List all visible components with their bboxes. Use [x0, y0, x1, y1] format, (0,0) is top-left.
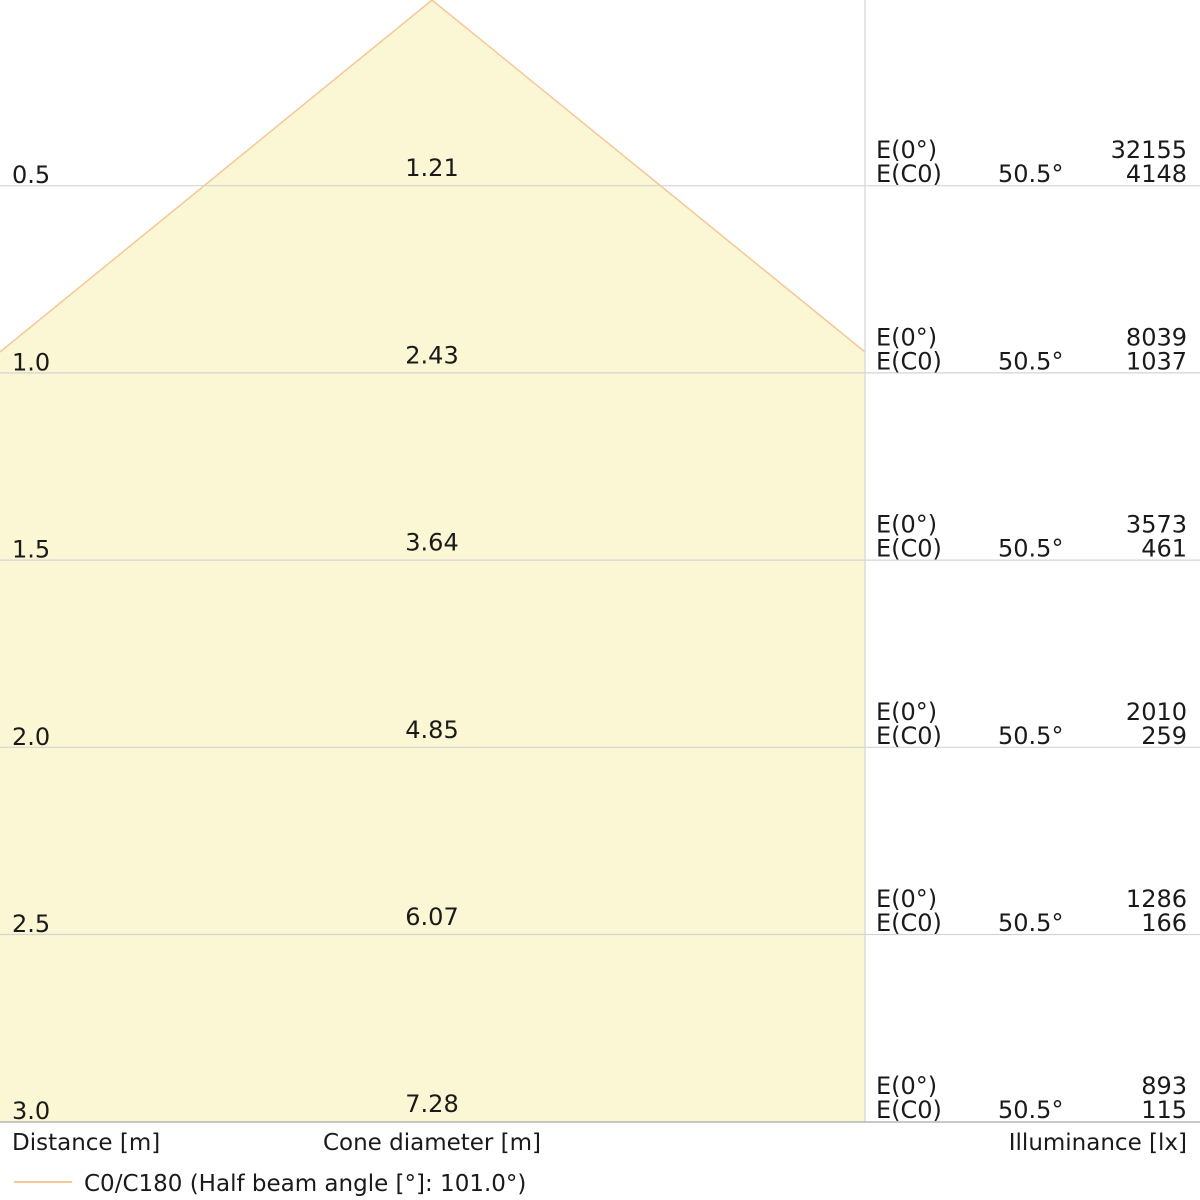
distance-label: 2.5 — [12, 910, 50, 938]
ec0-label: E(C0) — [876, 909, 942, 937]
half-angle-label: 50.5° — [998, 1096, 1063, 1124]
legend-label: C0/C180 (Half beam angle [°]: 101.0°) — [84, 1171, 526, 1197]
ec0-value: 115 — [1141, 1096, 1187, 1124]
cone-diameter-label: 6.07 — [405, 903, 458, 931]
e0-label: E(0°) — [876, 511, 937, 539]
cone-diameter-axis-label: Cone diameter [m] — [323, 1130, 541, 1156]
ec0-label: E(C0) — [876, 347, 942, 375]
ec0-label: E(C0) — [876, 160, 942, 188]
ec0-label: E(C0) — [876, 722, 942, 750]
cone-diameter-label: 7.28 — [405, 1090, 458, 1118]
illuminance-axis-label: Illuminance [lx] — [1009, 1130, 1187, 1156]
cone-diameter-label: 1.21 — [405, 154, 458, 182]
e0-label: E(0°) — [876, 885, 937, 913]
e0-value: 32155 — [1111, 136, 1187, 164]
cone-edge-line — [0, 0, 866, 353]
ec0-value: 4148 — [1126, 160, 1187, 188]
ec0-value: 166 — [1141, 909, 1187, 937]
half-angle-label: 50.5° — [998, 722, 1063, 750]
cone-layer — [0, 0, 866, 1122]
e0-label: E(0°) — [876, 136, 937, 164]
ec0-label: E(C0) — [876, 1096, 942, 1124]
half-angle-label: 50.5° — [998, 535, 1063, 563]
e0-value: 2010 — [1126, 698, 1187, 726]
e0-value: 1286 — [1126, 885, 1187, 913]
half-angle-label: 50.5° — [998, 160, 1063, 188]
distance-label: 3.0 — [12, 1097, 50, 1125]
half-angle-label: 50.5° — [998, 347, 1063, 375]
e0-label: E(0°) — [876, 1072, 937, 1100]
e0-value: 893 — [1141, 1072, 1187, 1100]
cone-diameter-label: 4.85 — [405, 716, 458, 744]
ec0-label: E(C0) — [876, 535, 942, 563]
distance-label: 1.5 — [12, 536, 50, 564]
ec0-value: 461 — [1141, 535, 1187, 563]
ec0-value: 1037 — [1126, 347, 1187, 375]
ec0-value: 259 — [1141, 722, 1187, 750]
half-angle-label: 50.5° — [998, 909, 1063, 937]
e0-value: 8039 — [1126, 323, 1187, 351]
grid-layer — [0, 0, 1200, 1123]
distance-label: 2.0 — [12, 723, 50, 751]
e0-value: 3573 — [1126, 511, 1187, 539]
cone-diameter-label: 3.64 — [405, 529, 458, 557]
distance-label: 0.5 — [12, 161, 50, 189]
distance-label: 1.0 — [12, 348, 50, 376]
e0-label: E(0°) — [876, 323, 937, 351]
distance-axis-label: Distance [m] — [12, 1130, 160, 1156]
cone-diameter-label: 2.43 — [405, 341, 458, 369]
e0-label: E(0°) — [876, 698, 937, 726]
cone-area — [0, 0, 865, 1122]
